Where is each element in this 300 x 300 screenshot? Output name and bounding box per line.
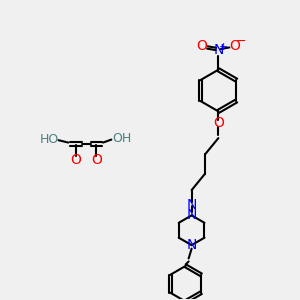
Text: O: O: [196, 39, 208, 53]
Text: N: N: [186, 198, 197, 212]
Text: HO: HO: [39, 133, 58, 146]
Text: O: O: [70, 153, 81, 167]
Text: OH: OH: [112, 132, 131, 145]
Text: +: +: [219, 42, 228, 52]
Text: O: O: [229, 39, 240, 53]
Text: O: O: [213, 116, 224, 130]
Text: N: N: [186, 238, 197, 252]
Text: N: N: [213, 44, 224, 57]
Text: N: N: [186, 208, 197, 222]
Text: O: O: [91, 153, 102, 167]
Text: −: −: [236, 35, 247, 48]
